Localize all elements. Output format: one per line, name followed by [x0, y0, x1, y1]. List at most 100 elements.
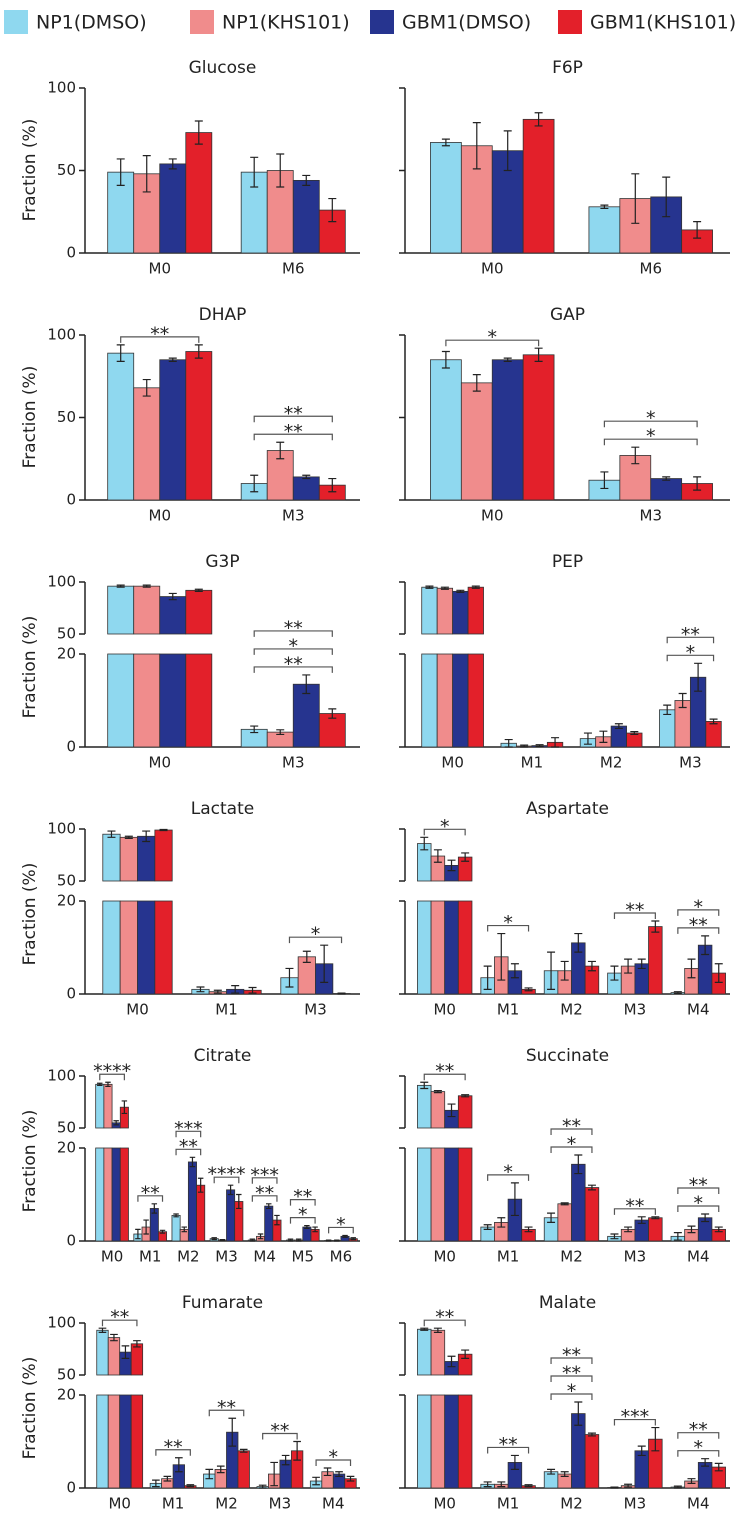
error-bar [213, 989, 222, 994]
error-bar [651, 920, 660, 933]
bar [302, 1226, 312, 1242]
error-bar [281, 1454, 290, 1466]
error-bar [231, 985, 240, 994]
error-bar [205, 1468, 214, 1480]
bar [557, 1203, 572, 1242]
error-bar [121, 1100, 128, 1115]
chart-title: GAP [550, 305, 585, 325]
significance-label: * [686, 642, 696, 664]
x-tick-label: M3 [624, 1495, 647, 1513]
error-bar [433, 1089, 442, 1094]
y-tick-label: 0 [66, 1232, 76, 1250]
significance-bracket [213, 1176, 240, 1184]
x-tick-label: M0 [149, 754, 172, 772]
x-tick-label: M0 [481, 260, 504, 278]
x-tick-label: M3 [282, 754, 305, 772]
error-bar [574, 1401, 583, 1426]
y-axis-label: Fraction (%) [20, 616, 40, 719]
bar [522, 354, 555, 501]
error-bar [116, 584, 125, 588]
error-bar [610, 1233, 619, 1240]
x-tick-label: M2 [177, 1248, 200, 1266]
significance-bracket [677, 1450, 720, 1457]
error-bar [328, 708, 337, 719]
legend-label: NP1(KHS101) [222, 12, 350, 34]
error-bar [346, 1475, 355, 1482]
y-tick-label: 0 [66, 985, 76, 1003]
significance-label: ** [625, 899, 644, 921]
error-bar [714, 963, 723, 983]
significance-label: ** [625, 1195, 644, 1217]
error-bar [547, 1212, 556, 1223]
error-bar [483, 965, 492, 990]
y-tick-label: 100 [47, 573, 76, 591]
error-bar [534, 112, 543, 127]
chart-title: DHAP [199, 305, 247, 325]
x-tick-label: M4 [253, 1248, 276, 1266]
bar [133, 387, 161, 501]
bar [659, 709, 676, 748]
significance-label: * [298, 1204, 308, 1226]
error-bar [534, 347, 543, 362]
significance-label: ** [255, 1182, 274, 1204]
y-tick-label: 50 [57, 1119, 76, 1137]
error-bar [560, 960, 569, 981]
bar [584, 1434, 600, 1489]
x-tick-label: M3 [679, 754, 702, 772]
error-bar [673, 1485, 682, 1489]
error-bar [163, 1475, 172, 1482]
error-bar [587, 1184, 596, 1191]
significance-bracket [423, 1073, 466, 1081]
error-bar [662, 176, 671, 218]
significance-bracket [677, 1187, 720, 1195]
error-bar [503, 130, 512, 172]
error-bar [447, 859, 456, 872]
error-bar [113, 1120, 119, 1126]
error-bar [250, 474, 259, 493]
error-bar [471, 585, 480, 589]
error-bar [219, 1239, 226, 1242]
bar [119, 1147, 129, 1242]
error-bar [520, 744, 529, 748]
bar [237, 1450, 250, 1489]
x-tick-label: M0 [108, 1495, 131, 1513]
x-tick-label: M1 [497, 1248, 520, 1266]
error-bar [197, 1177, 204, 1193]
error-bar [694, 662, 703, 692]
y-axis-label: Fraction (%) [20, 1110, 40, 1213]
bar [430, 359, 462, 501]
error-bar [425, 585, 434, 589]
error-bar [610, 1486, 619, 1489]
significance-label: ** [217, 1397, 236, 1419]
bar [119, 836, 138, 882]
legend-label: GBM1(KHS101) [590, 12, 736, 34]
significance-label: ** [562, 1362, 581, 1384]
error-bar [334, 1239, 340, 1242]
bar [107, 1337, 121, 1376]
error-bar [483, 1224, 492, 1230]
x-tick-label: M1 [521, 754, 544, 772]
bar [452, 653, 469, 748]
error-bar [159, 1229, 166, 1234]
y-tick-label: 50 [57, 872, 76, 890]
significance-bracket [288, 936, 343, 944]
bar [430, 1329, 446, 1376]
bar [159, 596, 187, 635]
error-bar [302, 950, 311, 963]
error-bar [248, 986, 257, 994]
significance-label: ** [562, 1344, 581, 1366]
significance-label: ** [164, 1436, 183, 1458]
x-tick-label: M0 [481, 507, 504, 525]
error-bar [227, 1184, 234, 1196]
y-tick-label: 100 [47, 1314, 76, 1332]
error-bar [624, 958, 633, 974]
error-bar [574, 1154, 583, 1175]
bar [571, 1163, 586, 1242]
error-bar [631, 173, 640, 224]
bar [417, 900, 432, 995]
x-tick-label: M2 [600, 754, 623, 772]
error-bar [168, 158, 177, 170]
significance-label: * [311, 924, 321, 946]
error-bar [714, 1226, 723, 1233]
significance-bracket [550, 1146, 593, 1153]
